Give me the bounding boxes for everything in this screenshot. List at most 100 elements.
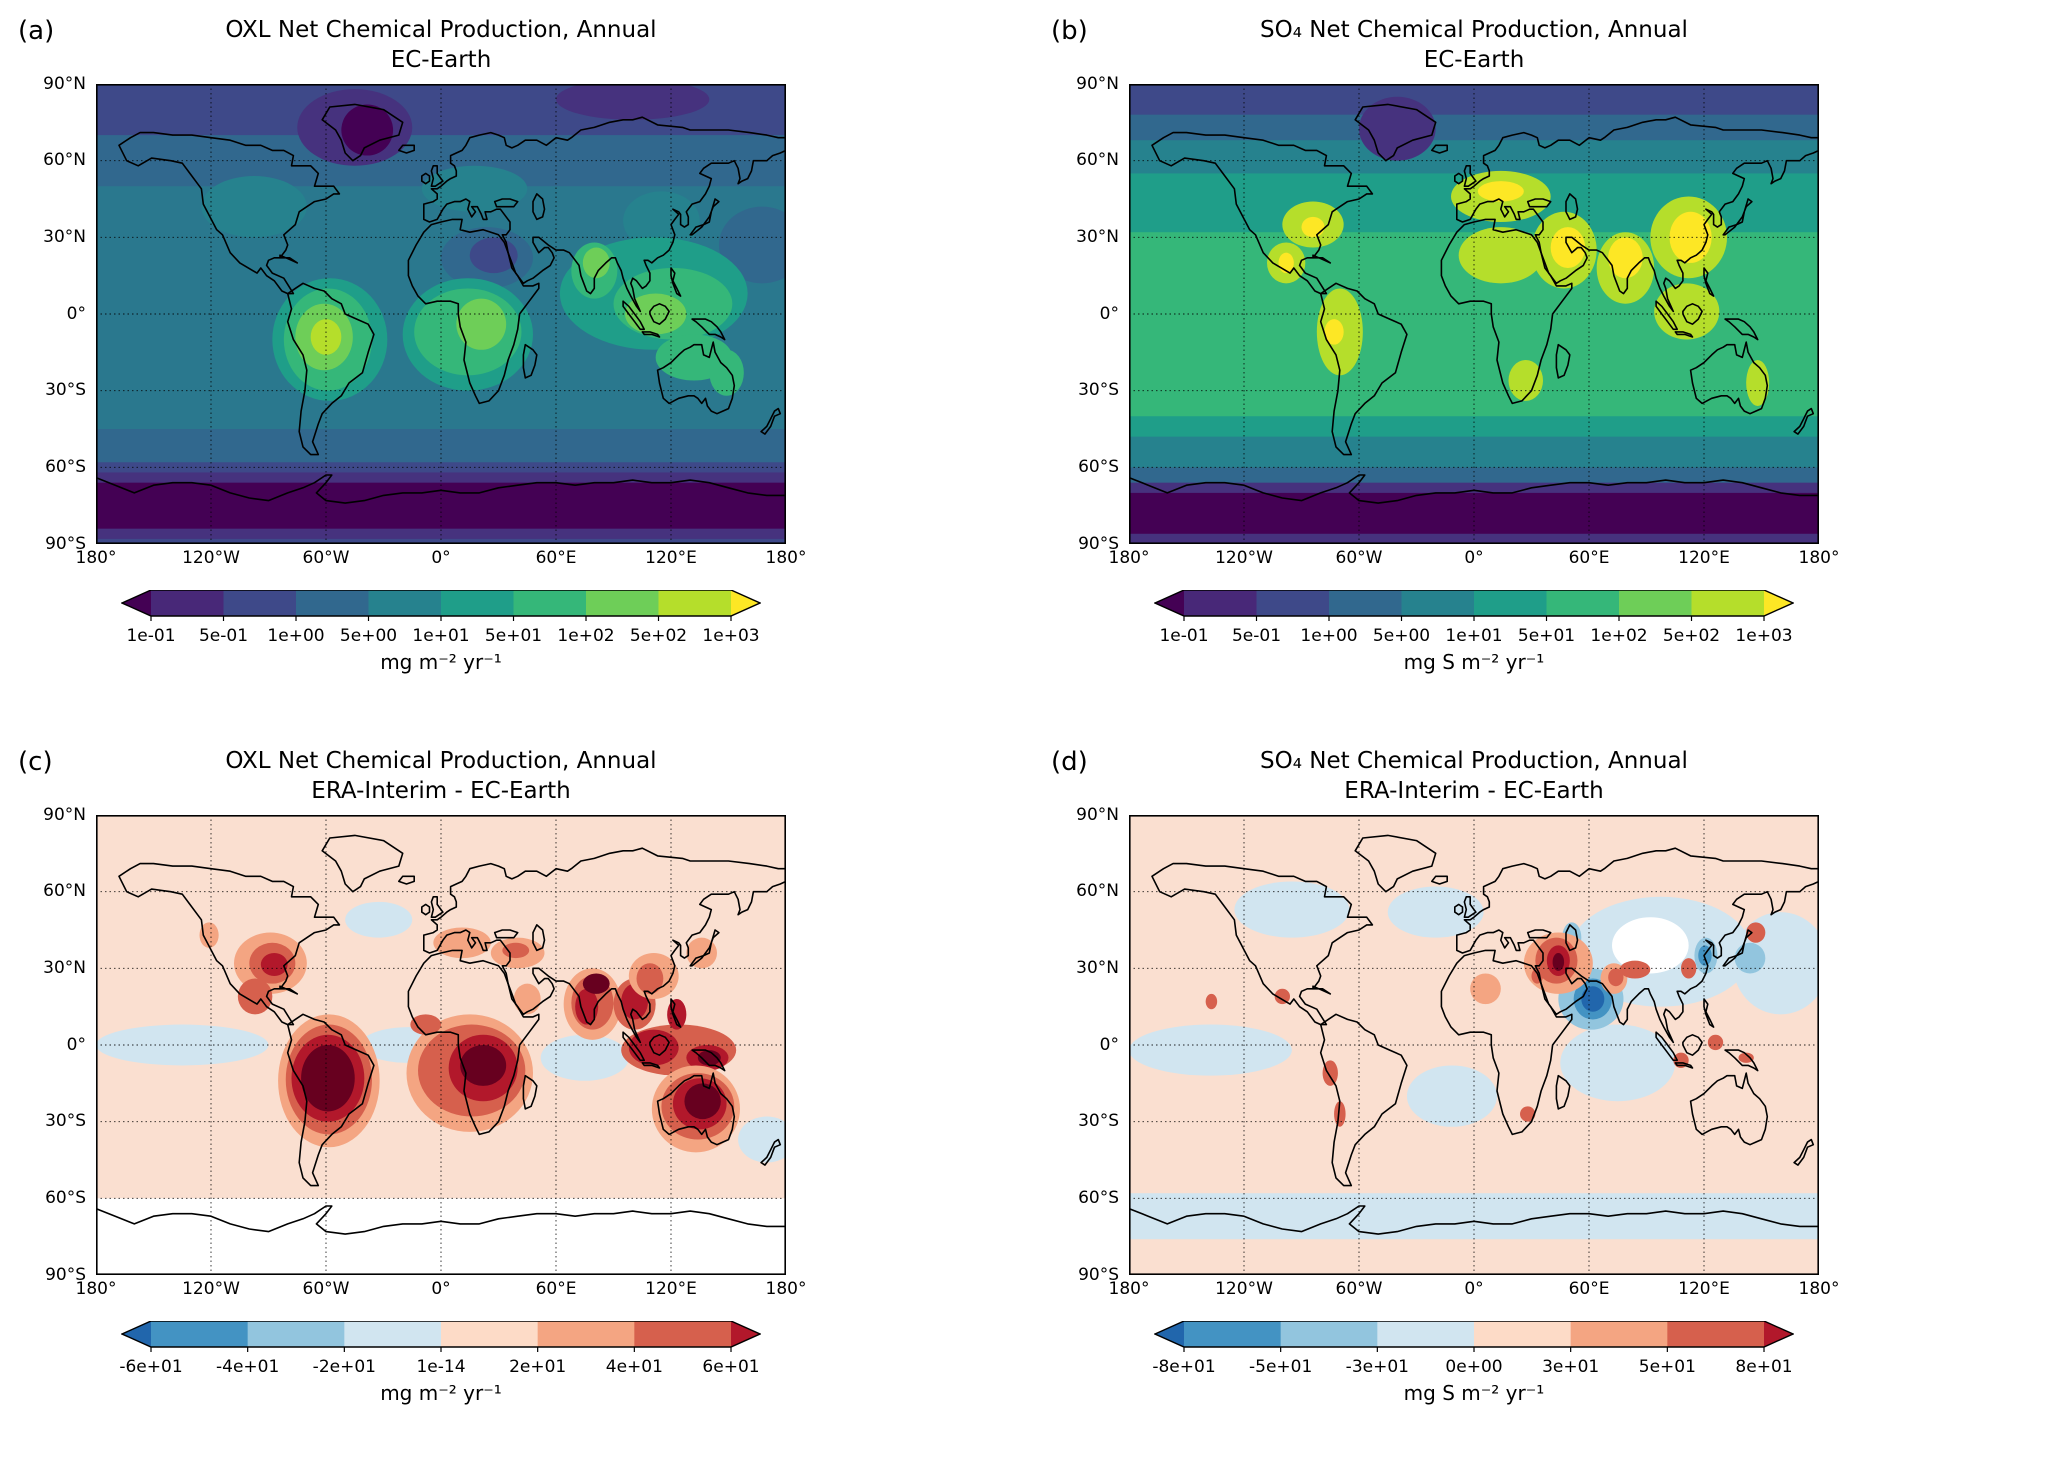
colorbar-tick-label: 5e+02 — [1662, 625, 1721, 646]
lat-tick-label: 90°S — [45, 1264, 86, 1285]
field-region — [1406, 1065, 1497, 1127]
lat-tick-label: 90°S — [45, 533, 86, 554]
field-region — [623, 191, 700, 250]
colorbar-segment — [1401, 589, 1475, 616]
coastline — [493, 928, 519, 939]
map-frame — [1129, 83, 1819, 544]
colorbar-tick-label: 1e-01 — [1159, 625, 1209, 646]
coastline — [1453, 903, 1464, 916]
colorbar-segment — [1474, 589, 1548, 616]
longitude-axis: 180° 120°W 60°W 0° 60°E 120°E 180° — [76, 1275, 807, 1303]
colorbar-tick-label: 5e+01 — [484, 625, 543, 646]
field-region — [237, 978, 273, 1015]
coastline — [118, 862, 341, 1026]
map-row: 90°N 60°N 30°N 0° 30°S 60°S 90°S 180° 120°W 60°W… — [24, 74, 1033, 572]
lat-tick-label: 90°N — [1076, 73, 1119, 94]
field-region — [1387, 886, 1484, 938]
coastline — [670, 997, 682, 1028]
field-region — [575, 988, 599, 1025]
colorbar-tick-label: 5e+00 — [339, 625, 398, 646]
colorbar-segment — [151, 1320, 249, 1347]
colorbar-tick-label: 1e+02 — [557, 625, 615, 646]
coastline — [1689, 1072, 1769, 1146]
coastline — [1354, 103, 1437, 162]
colorbar-tick-label: 5e-01 — [1231, 625, 1282, 646]
panel-title: SO₄ Net Chemical Production, Annual EC-E… — [1129, 16, 1819, 76]
coastline — [118, 131, 341, 295]
panel-title-line2: EC-Earth — [390, 46, 492, 73]
colorbar-segment — [1474, 1320, 1572, 1347]
coastline — [656, 341, 736, 415]
colorbar-segment — [441, 1320, 539, 1347]
field-region — [199, 922, 219, 948]
colorbar-over-arrow — [731, 1320, 760, 1347]
coastline — [1724, 318, 1759, 341]
field-region — [636, 963, 664, 994]
lat-tick-label: 30°N — [1076, 958, 1119, 979]
colorbar-segment — [344, 1320, 442, 1347]
coastline — [286, 1013, 375, 1187]
lat-tick-label: 30°S — [1078, 1111, 1119, 1132]
lat-tick-label: 30°S — [1078, 380, 1119, 401]
map-frame — [96, 814, 786, 1275]
coastline — [397, 144, 416, 154]
field-region — [513, 983, 541, 1015]
panel-a: (a) OXL Net Chemical Production, Annual … — [0, 0, 1033, 731]
coastline — [321, 103, 404, 162]
coastline — [656, 1072, 736, 1146]
coastline — [1674, 330, 1694, 338]
latitude-axis: 90°N 60°N 30°N 0° 30°S 60°S 90°S — [24, 805, 96, 1285]
field-region — [96, 428, 786, 463]
coastline — [532, 192, 546, 220]
coastline — [522, 343, 538, 379]
colorbar-tick-label: 1e+02 — [1590, 625, 1648, 646]
colorbar — [121, 589, 761, 621]
colorbar-segment — [586, 589, 660, 616]
map-frame — [96, 83, 786, 544]
lon-tick-label: 0° — [431, 1278, 451, 1299]
colorbar-tick-label: 1e+03 — [1735, 625, 1793, 646]
coastline — [1703, 997, 1715, 1028]
colorbar-tick-labels: 1e-01 5e-01 1e+00 5e+00 1e+01 5e+01 1e+02 5e+02… — [121, 622, 761, 648]
colorbar-segment — [1184, 589, 1258, 616]
field-region — [1458, 226, 1543, 284]
coastline — [1689, 341, 1769, 415]
lon-tick-label: 0° — [431, 547, 451, 568]
field-region — [625, 293, 687, 335]
colorbar-tick-label: 8e+01 — [1735, 1356, 1793, 1377]
world-map — [96, 814, 786, 1275]
colorbar-tick-label: 5e+01 — [1517, 625, 1576, 646]
lat-tick-label: 0° — [66, 1034, 86, 1055]
colorbar-segment — [537, 1320, 635, 1347]
lon-tick-label: 120°E — [645, 547, 697, 568]
coastline — [689, 928, 720, 967]
lat-tick-label: 90°N — [43, 804, 86, 825]
colorbar-segment — [296, 589, 370, 616]
lat-tick-label: 90°N — [1076, 804, 1119, 825]
lon-tick-label: 180° — [1798, 547, 1840, 568]
colorbar-under-arrow — [122, 1320, 151, 1347]
field-region — [1334, 1101, 1346, 1127]
lat-tick-label: 30°N — [43, 227, 86, 248]
panel-title: SO₄ Net Chemical Production, Annual ERA-… — [1129, 747, 1819, 807]
coastline — [1430, 875, 1449, 885]
lon-tick-label: 60°E — [535, 1278, 577, 1299]
colorbar-segment — [1691, 589, 1765, 616]
coastline — [420, 903, 431, 916]
lon-tick-label: 180° — [765, 547, 807, 568]
coastline — [1555, 1074, 1571, 1110]
field-region — [301, 1044, 355, 1112]
colorbar-tick-label: -8e+01 — [1152, 1356, 1216, 1377]
colorbar-tick-label: 1e+01 — [1445, 625, 1503, 646]
colorbar-units-label: mg m⁻² yr⁻¹ — [380, 649, 502, 674]
latitude-axis: 90°N 60°N 30°N 0° 30°S 60°S 90°S — [24, 74, 96, 554]
colorbar-under-arrow — [1155, 1320, 1184, 1347]
panel-letter: (d) — [1051, 747, 1088, 777]
colorbar-tick-label: 1e+01 — [412, 625, 470, 646]
colorbar-tick-label: 5e+01 — [1638, 1356, 1696, 1377]
colorbar-tick-label: 6e+01 — [702, 1356, 760, 1377]
colorbar-tick-label: -6e+01 — [119, 1356, 183, 1377]
field-region — [540, 1034, 629, 1081]
colorbar-segment — [1184, 1320, 1282, 1347]
